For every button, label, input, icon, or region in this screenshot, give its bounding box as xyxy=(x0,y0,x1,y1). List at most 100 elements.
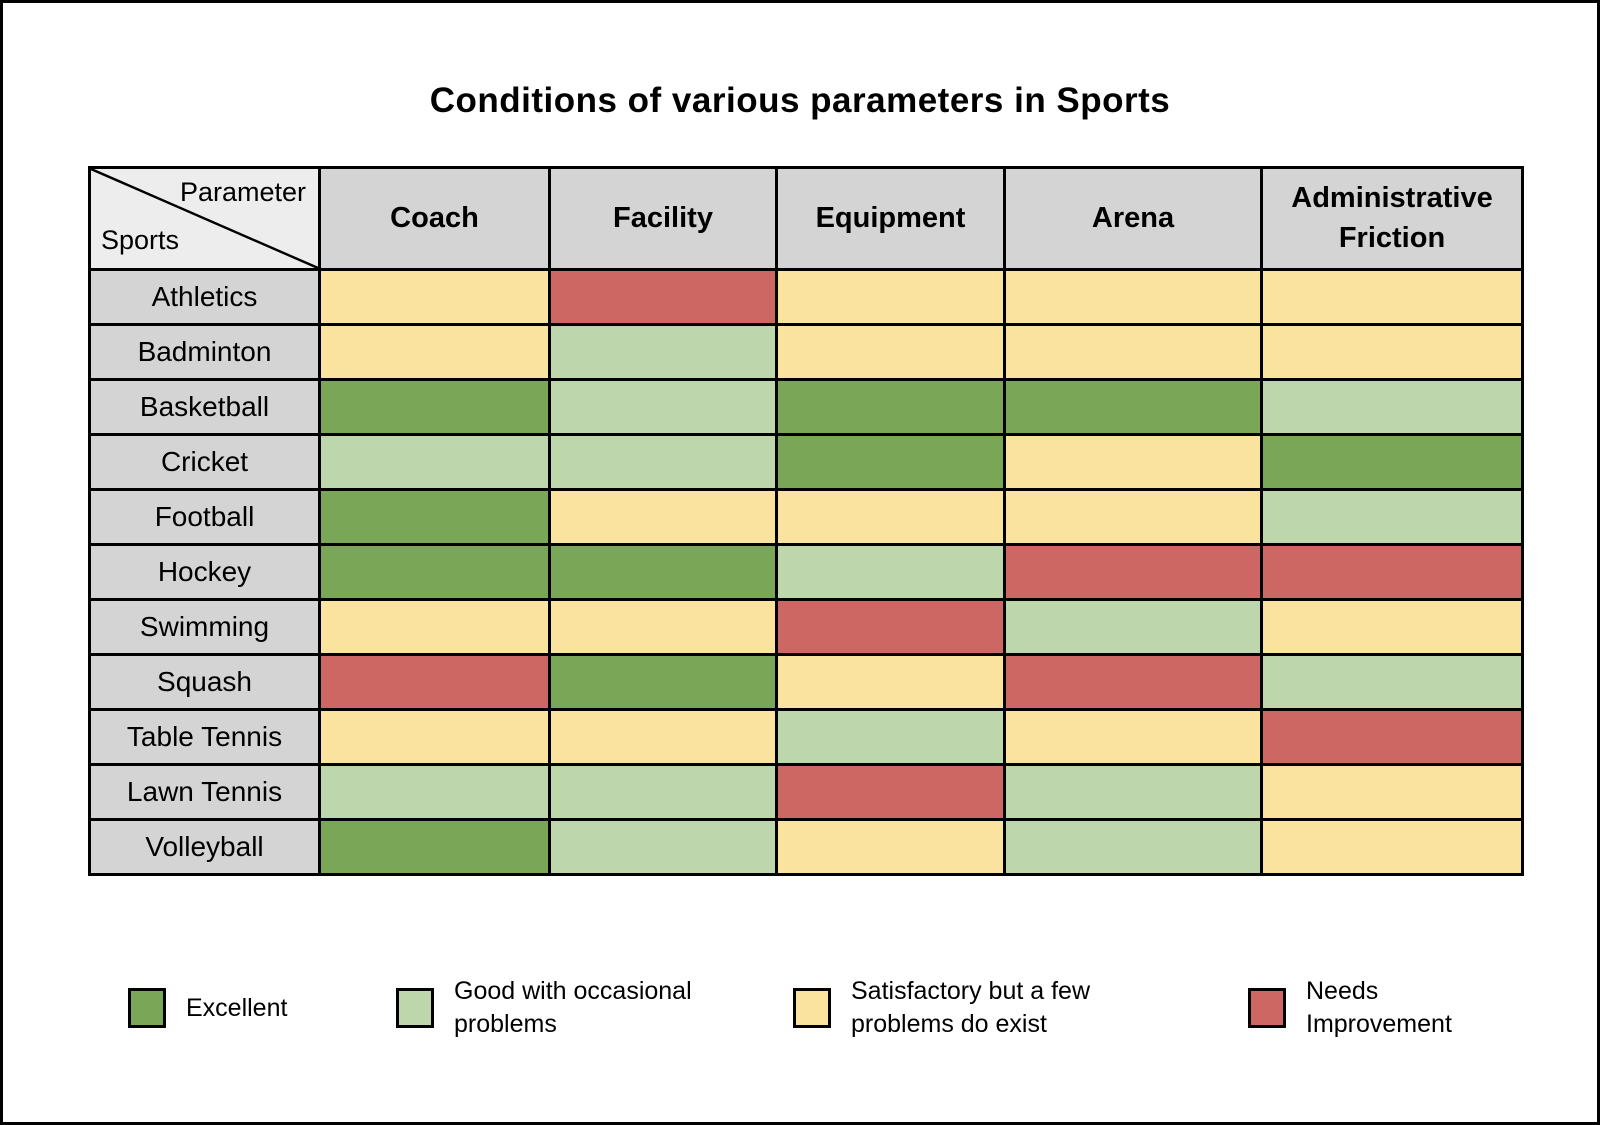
rating-cell-volleyball-coach xyxy=(318,818,551,876)
table-row: Basketball xyxy=(88,378,1524,436)
rating-cell-volleyball-equipment xyxy=(775,818,1006,876)
column-header-coach: Coach xyxy=(318,166,551,271)
legend-swatch-excellent xyxy=(128,988,166,1028)
legend-swatch-good xyxy=(396,988,434,1028)
rating-cell-football-facility xyxy=(548,488,778,546)
rating-cell-cricket-coach xyxy=(318,433,551,491)
table-row: Swimming xyxy=(88,598,1524,656)
rating-cell-badminton-arena xyxy=(1003,323,1263,381)
rating-cell-lawn-tennis-arena xyxy=(1003,763,1263,821)
corner-cell: Parameter Sports xyxy=(88,166,321,271)
legend-label-satisfactory: Satisfactory but a few problems do exist xyxy=(851,977,1091,1038)
table-row: Athletics xyxy=(88,268,1524,326)
table-row: Volleyball xyxy=(88,818,1524,876)
rating-cell-athletics-facility xyxy=(548,268,778,326)
table-row: Squash xyxy=(88,653,1524,711)
legend-label-good: Good with occasional problems xyxy=(454,977,692,1038)
table-row: Badminton xyxy=(88,323,1524,381)
rating-cell-squash-arena xyxy=(1003,653,1263,711)
legend: Excellent Good with occasional problems Sa… xyxy=(3,968,1597,1052)
rating-cell-hockey-arena xyxy=(1003,543,1263,601)
rating-cell-basketball-arena xyxy=(1003,378,1263,436)
rating-cell-badminton-administrative-friction xyxy=(1260,323,1524,381)
legend-label-excellent: Excellent xyxy=(186,993,288,1022)
rating-cell-swimming-equipment xyxy=(775,598,1006,656)
rating-cell-basketball-equipment xyxy=(775,378,1006,436)
rating-cell-basketball-coach xyxy=(318,378,551,436)
rating-cell-basketball-administrative-friction xyxy=(1260,378,1524,436)
rating-cell-volleyball-facility xyxy=(548,818,778,876)
rating-cell-football-administrative-friction xyxy=(1260,488,1524,546)
rating-cell-squash-administrative-friction xyxy=(1260,653,1524,711)
column-header-equipment: Equipment xyxy=(775,166,1006,271)
rating-cell-squash-facility xyxy=(548,653,778,711)
rating-cell-volleyball-administrative-friction xyxy=(1260,818,1524,876)
rating-cell-table-tennis-facility xyxy=(548,708,778,766)
rating-cell-athletics-coach xyxy=(318,268,551,326)
row-label-cricket: Cricket xyxy=(88,433,321,491)
column-header-facility: Facility xyxy=(548,166,778,271)
legend-swatch-satisfactory xyxy=(793,988,831,1028)
rating-cell-hockey-coach xyxy=(318,543,551,601)
row-label-squash: Squash xyxy=(88,653,321,711)
rating-cell-badminton-equipment xyxy=(775,323,1006,381)
corner-sports-label: Sports xyxy=(101,225,180,255)
legend-item-good: Good with occasional problems xyxy=(396,968,754,1048)
row-label-volleyball: Volleyball xyxy=(88,818,321,876)
column-header-administrative-friction: Administrative Friction xyxy=(1260,166,1524,271)
page-title: Conditions of various parameters in Spor… xyxy=(429,81,1171,120)
rating-cell-swimming-arena xyxy=(1003,598,1263,656)
header-row: Parameter Sports Coach Facility Equipment A… xyxy=(88,166,1524,271)
legend-label-needs_improvement: Needs Improvement xyxy=(1306,977,1452,1038)
rating-cell-badminton-facility xyxy=(548,323,778,381)
rating-cell-swimming-facility xyxy=(548,598,778,656)
rating-cell-table-tennis-arena xyxy=(1003,708,1263,766)
rating-cell-lawn-tennis-coach xyxy=(318,763,551,821)
rating-cell-table-tennis-equipment xyxy=(775,708,1006,766)
corner-parameter-label: Parameter xyxy=(179,177,306,207)
table-row: Table Tennis xyxy=(88,708,1524,766)
rating-cell-lawn-tennis-equipment xyxy=(775,763,1006,821)
rating-cell-cricket-facility xyxy=(548,433,778,491)
legend-item-needs_improvement: Needs Improvement xyxy=(1248,968,1496,1048)
rating-cell-athletics-equipment xyxy=(775,268,1006,326)
rating-cell-athletics-arena xyxy=(1003,268,1263,326)
rating-cell-badminton-coach xyxy=(318,323,551,381)
row-label-athletics: Athletics xyxy=(88,268,321,326)
legend-item-excellent: Excellent xyxy=(128,968,287,1048)
row-label-table-tennis: Table Tennis xyxy=(88,708,321,766)
rating-cell-table-tennis-coach xyxy=(318,708,551,766)
legend-item-satisfactory: Satisfactory but a few problems do exist xyxy=(793,968,1161,1048)
rating-cell-squash-coach xyxy=(318,653,551,711)
rating-cell-hockey-administrative-friction xyxy=(1260,543,1524,601)
rating-cell-hockey-equipment xyxy=(775,543,1006,601)
rating-cell-athletics-administrative-friction xyxy=(1260,268,1524,326)
rating-cell-cricket-arena xyxy=(1003,433,1263,491)
rating-cell-lawn-tennis-administrative-friction xyxy=(1260,763,1524,821)
row-label-football: Football xyxy=(88,488,321,546)
rating-cell-basketball-facility xyxy=(548,378,778,436)
rating-cell-football-coach xyxy=(318,488,551,546)
rating-cell-cricket-equipment xyxy=(775,433,1006,491)
rating-cell-table-tennis-administrative-friction xyxy=(1260,708,1524,766)
table-row: Lawn Tennis xyxy=(88,763,1524,821)
rating-cell-cricket-administrative-friction xyxy=(1260,433,1524,491)
table-row: Hockey xyxy=(88,543,1524,601)
table-row: Cricket xyxy=(88,433,1524,491)
legend-swatch-needs_improvement xyxy=(1248,988,1286,1028)
row-label-badminton: Badminton xyxy=(88,323,321,381)
row-label-swimming: Swimming xyxy=(88,598,321,656)
rating-cell-hockey-facility xyxy=(548,543,778,601)
row-label-hockey: Hockey xyxy=(88,543,321,601)
rating-cell-volleyball-arena xyxy=(1003,818,1263,876)
rating-cell-squash-equipment xyxy=(775,653,1006,711)
rating-cell-football-arena xyxy=(1003,488,1263,546)
table-row: Football xyxy=(88,488,1524,546)
rating-cell-swimming-coach xyxy=(318,598,551,656)
diagonal-divider-line xyxy=(91,169,318,268)
row-label-basketball: Basketball xyxy=(88,378,321,436)
conditions-table: Parameter Sports Coach Facility Equipment A… xyxy=(88,166,1524,876)
rating-cell-football-equipment xyxy=(775,488,1006,546)
column-header-arena: Arena xyxy=(1003,166,1263,271)
